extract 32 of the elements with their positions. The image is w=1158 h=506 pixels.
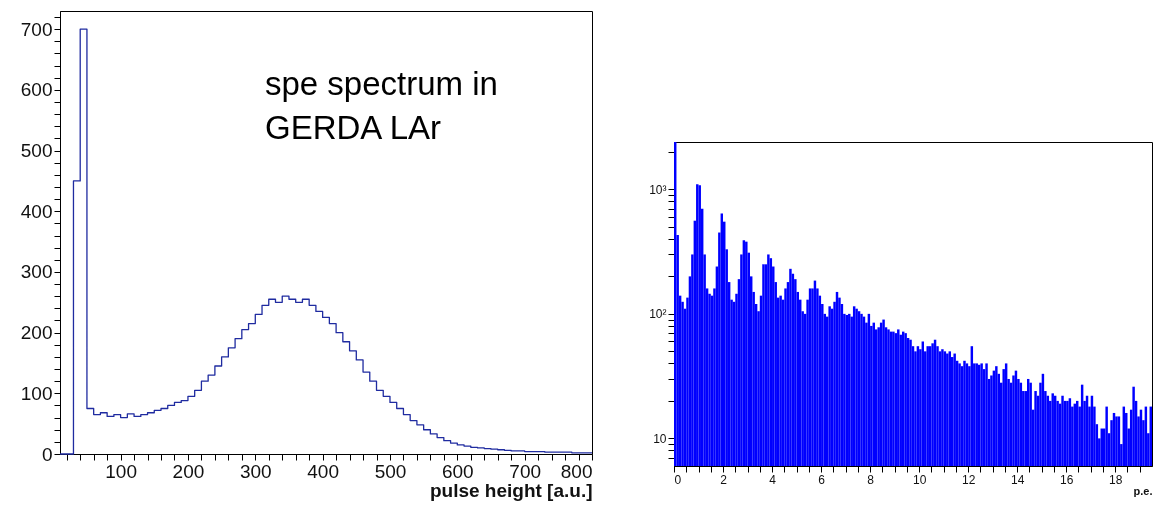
annotation: spe spectrum in GERDA LAr	[265, 65, 498, 146]
x-tick-label: 0	[674, 472, 682, 487]
x-tick-label: 4	[769, 472, 777, 487]
y-tick-label: 600	[20, 79, 53, 101]
y-tick-label: 200	[20, 322, 53, 344]
y-tick-label: 400	[20, 200, 53, 222]
y-tick-label: 300	[20, 261, 53, 283]
x-tick-label: 16	[1060, 472, 1074, 487]
x-tick-label: 200	[172, 460, 205, 482]
x-tick-label: 100	[105, 460, 137, 482]
x-axis-title: p.e.	[1133, 484, 1153, 497]
x-tick-label: 800	[560, 460, 593, 482]
y-tick-label: 500	[20, 140, 53, 162]
y-tick-label: 700	[20, 18, 53, 40]
x-tick-label: 300	[239, 460, 272, 482]
x-axis-title: pulse height [a.u.]	[429, 479, 593, 501]
x-tick-label: 2	[720, 472, 728, 487]
y-tick-label: 100	[20, 382, 53, 404]
y-tick-label: 10³	[649, 182, 667, 197]
x-tick-label: 700	[509, 460, 542, 482]
x-tick-label: 14	[1011, 472, 1025, 487]
x-tick-label: 6	[818, 472, 826, 487]
y-tick-label: 10²	[649, 307, 667, 322]
y-tick-label: 10	[653, 431, 667, 446]
x-tick-label: 10	[912, 472, 927, 487]
x-tick-label: 600	[441, 460, 474, 482]
x-tick-label: 400	[307, 460, 339, 482]
x-tick-label: 8	[867, 472, 875, 487]
x-tick-label: 500	[374, 460, 407, 482]
y-tick-label: 0	[41, 443, 53, 465]
x-tick-label: 12	[961, 472, 976, 487]
x-tick-label: 18	[1109, 472, 1123, 487]
